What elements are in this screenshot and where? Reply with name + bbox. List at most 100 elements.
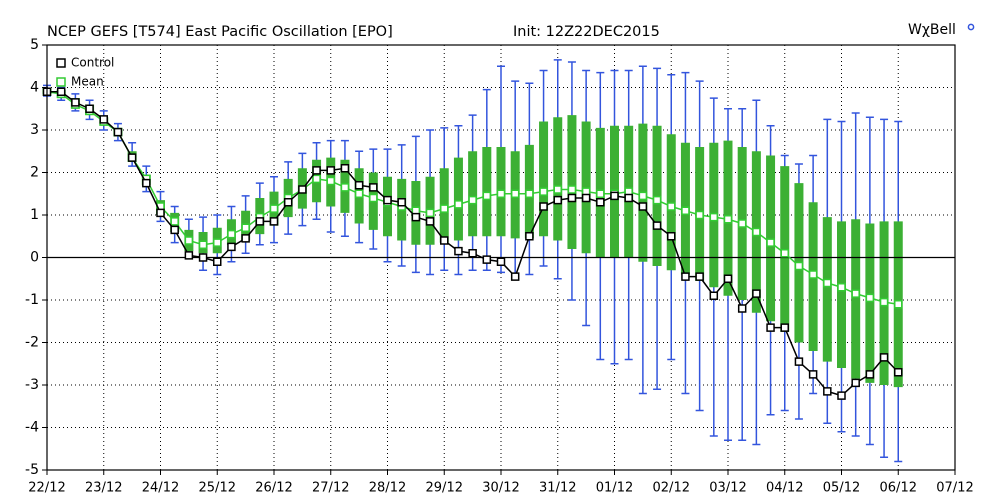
series-marker [227, 242, 236, 252]
box [453, 157, 463, 241]
series-marker [213, 257, 222, 266]
y-tick-label: 5 [30, 37, 39, 53]
series-marker [56, 87, 66, 96]
series-marker [596, 189, 605, 198]
series-marker [269, 204, 279, 213]
x-tick-label: 29/12 [426, 481, 463, 496]
series-marker [468, 249, 477, 258]
legend-marker [56, 58, 66, 68]
series-marker [241, 223, 250, 232]
series-marker [695, 272, 704, 281]
series-marker [354, 189, 364, 198]
series-marker [823, 387, 832, 396]
y-tick-label: 3 [30, 122, 39, 138]
series-marker [894, 368, 903, 377]
x-tick-label: 26/12 [255, 481, 292, 496]
series-marker [638, 191, 648, 201]
series-marker [340, 164, 350, 173]
y-tick-label: 2 [30, 165, 39, 181]
series-marker [581, 193, 591, 203]
series-marker [369, 193, 378, 203]
series-marker [624, 193, 633, 203]
series-marker [652, 195, 662, 205]
series-marker [865, 293, 875, 303]
x-tick-label: 02/12 [653, 481, 690, 496]
series-marker [411, 212, 421, 222]
series-marker [198, 240, 208, 249]
series-marker [865, 370, 875, 379]
series-marker [667, 232, 676, 241]
series-marker [794, 357, 804, 366]
plot-frame [46, 44, 956, 471]
series-marker [454, 200, 463, 209]
legend-marker [56, 77, 66, 87]
series-marker [312, 166, 321, 175]
x-tick-label: 28/12 [369, 481, 406, 496]
series-marker [709, 212, 719, 222]
series-marker [681, 272, 690, 281]
series-marker [539, 187, 548, 196]
series-marker [255, 217, 265, 226]
chart-subtitle: Init: 12Z22DEC2015 [513, 24, 660, 40]
series-marker [808, 370, 818, 379]
series-marker [298, 185, 307, 194]
series-marker [525, 189, 534, 198]
series-marker [326, 166, 335, 175]
y-tick-label: -5 [25, 462, 39, 478]
series-marker [766, 323, 775, 332]
box [822, 217, 832, 362]
series-marker [482, 191, 492, 201]
series-marker [369, 183, 378, 192]
series-marker [468, 195, 477, 205]
series-marker [425, 208, 435, 218]
series-marker [780, 249, 789, 258]
series-marker [283, 198, 293, 207]
series-marker [184, 236, 194, 245]
series-marker [425, 217, 435, 226]
series-marker [752, 289, 761, 298]
series-marker [823, 278, 832, 288]
legend-text: Mean [71, 75, 104, 89]
x-tick-label: 25/12 [199, 481, 236, 496]
series-marker [539, 202, 548, 211]
y-tick-label: -4 [25, 420, 39, 436]
series-marker [709, 291, 719, 300]
box [865, 223, 875, 383]
x-tick-label: 31/12 [539, 481, 576, 496]
series-marker [808, 270, 818, 279]
x-tick-label: 23/12 [85, 481, 122, 496]
box [553, 117, 563, 241]
series-marker [440, 236, 449, 245]
y-tick-label: -2 [25, 335, 39, 351]
box [567, 115, 577, 249]
series-marker [113, 127, 123, 137]
series-marker [510, 189, 520, 198]
brand: WχBell [908, 22, 956, 38]
box [851, 219, 861, 379]
series-marker [440, 204, 449, 213]
x-tick-label: 06/12 [880, 481, 917, 496]
series-marker [156, 208, 165, 218]
series-marker [127, 153, 137, 162]
series-marker [553, 195, 562, 205]
x-tick-label: 27/12 [312, 481, 349, 496]
series-marker [525, 232, 534, 241]
series-marker [510, 272, 520, 281]
series-marker [142, 178, 151, 188]
series-marker [241, 234, 250, 243]
x-tick-label: 24/12 [142, 481, 179, 496]
series-marker [851, 378, 860, 388]
box [468, 151, 478, 237]
y-tick-label: 4 [30, 80, 39, 96]
series-marker [198, 253, 208, 262]
x-tick-label: 22/12 [28, 481, 65, 496]
box [837, 221, 846, 368]
series-marker [326, 176, 335, 186]
x-tick-label: 01/12 [596, 481, 633, 496]
series-marker [652, 221, 662, 230]
series-marker [794, 261, 804, 271]
series-marker [879, 297, 889, 307]
series-marker [681, 206, 690, 215]
series-marker [553, 185, 562, 194]
